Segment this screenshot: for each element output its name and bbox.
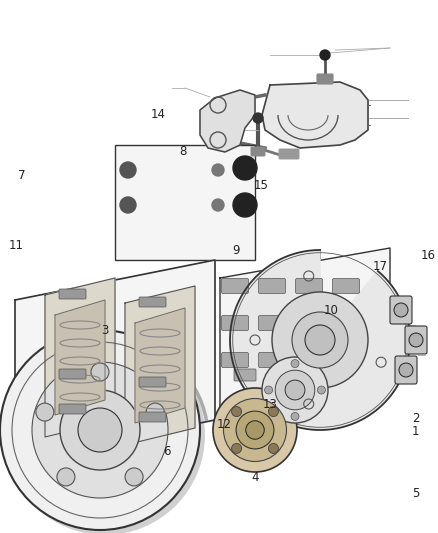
Circle shape [146, 403, 164, 421]
FancyBboxPatch shape [390, 296, 412, 324]
Text: 13: 13 [263, 398, 278, 410]
FancyBboxPatch shape [222, 316, 248, 330]
Circle shape [212, 164, 224, 176]
Circle shape [212, 199, 224, 211]
FancyBboxPatch shape [279, 149, 299, 159]
Circle shape [78, 408, 122, 452]
FancyBboxPatch shape [296, 316, 322, 330]
Circle shape [233, 156, 257, 180]
Text: 12: 12 [217, 418, 232, 431]
Text: 17: 17 [372, 260, 387, 273]
Circle shape [253, 113, 263, 123]
FancyBboxPatch shape [258, 352, 286, 367]
Polygon shape [45, 278, 115, 437]
FancyBboxPatch shape [332, 279, 360, 294]
Circle shape [246, 421, 264, 439]
Bar [115, 145, 255, 260]
FancyBboxPatch shape [59, 404, 86, 414]
FancyBboxPatch shape [222, 279, 248, 294]
Circle shape [91, 363, 109, 381]
Text: 6: 6 [163, 446, 171, 458]
Circle shape [57, 468, 75, 486]
Text: 4: 4 [251, 471, 258, 483]
FancyBboxPatch shape [271, 369, 293, 381]
Circle shape [5, 335, 205, 533]
Circle shape [0, 330, 200, 530]
Circle shape [232, 407, 242, 417]
Circle shape [233, 193, 257, 217]
FancyBboxPatch shape [139, 297, 166, 307]
FancyBboxPatch shape [59, 289, 86, 299]
Circle shape [120, 197, 136, 213]
Circle shape [318, 386, 325, 394]
Circle shape [291, 360, 299, 368]
Polygon shape [125, 286, 195, 445]
Polygon shape [55, 300, 105, 415]
Circle shape [32, 362, 168, 498]
Circle shape [291, 413, 299, 421]
Circle shape [262, 357, 328, 423]
Circle shape [292, 312, 348, 368]
FancyBboxPatch shape [139, 412, 166, 422]
Text: 14: 14 [150, 108, 165, 121]
Circle shape [268, 407, 279, 417]
FancyBboxPatch shape [234, 369, 256, 381]
Circle shape [305, 325, 335, 355]
Circle shape [60, 390, 140, 470]
Circle shape [268, 443, 279, 454]
Circle shape [275, 370, 315, 410]
Text: 2: 2 [412, 412, 419, 425]
Polygon shape [200, 90, 255, 152]
Circle shape [394, 303, 408, 317]
FancyBboxPatch shape [332, 316, 360, 330]
FancyBboxPatch shape [139, 377, 166, 387]
Text: 9: 9 [232, 244, 240, 257]
Text: 16: 16 [420, 249, 435, 262]
Circle shape [265, 386, 272, 394]
FancyBboxPatch shape [258, 316, 286, 330]
Circle shape [223, 399, 286, 462]
Text: 8: 8 [180, 146, 187, 158]
Text: 15: 15 [254, 179, 269, 192]
Circle shape [409, 333, 423, 347]
Circle shape [236, 411, 274, 449]
Polygon shape [15, 260, 215, 460]
Circle shape [399, 363, 413, 377]
Circle shape [272, 292, 368, 388]
FancyBboxPatch shape [258, 279, 286, 294]
FancyBboxPatch shape [59, 369, 86, 379]
Text: 5: 5 [412, 487, 419, 499]
Polygon shape [220, 248, 390, 420]
Text: 3: 3 [101, 324, 108, 337]
Polygon shape [135, 308, 185, 423]
FancyBboxPatch shape [308, 369, 330, 381]
Circle shape [320, 50, 330, 60]
FancyBboxPatch shape [317, 74, 333, 84]
FancyBboxPatch shape [405, 326, 427, 354]
Text: 1: 1 [412, 425, 419, 438]
Polygon shape [230, 250, 410, 430]
Circle shape [36, 403, 54, 421]
Text: 10: 10 [324, 304, 339, 317]
FancyBboxPatch shape [395, 356, 417, 384]
Circle shape [125, 468, 143, 486]
FancyBboxPatch shape [222, 352, 248, 367]
FancyBboxPatch shape [251, 147, 265, 156]
FancyBboxPatch shape [296, 352, 322, 367]
Text: 7: 7 [18, 169, 25, 182]
Circle shape [285, 380, 305, 400]
Circle shape [232, 443, 242, 454]
Circle shape [120, 162, 136, 178]
FancyBboxPatch shape [296, 279, 322, 294]
Polygon shape [262, 82, 368, 148]
Circle shape [213, 388, 297, 472]
Text: 11: 11 [9, 239, 24, 252]
